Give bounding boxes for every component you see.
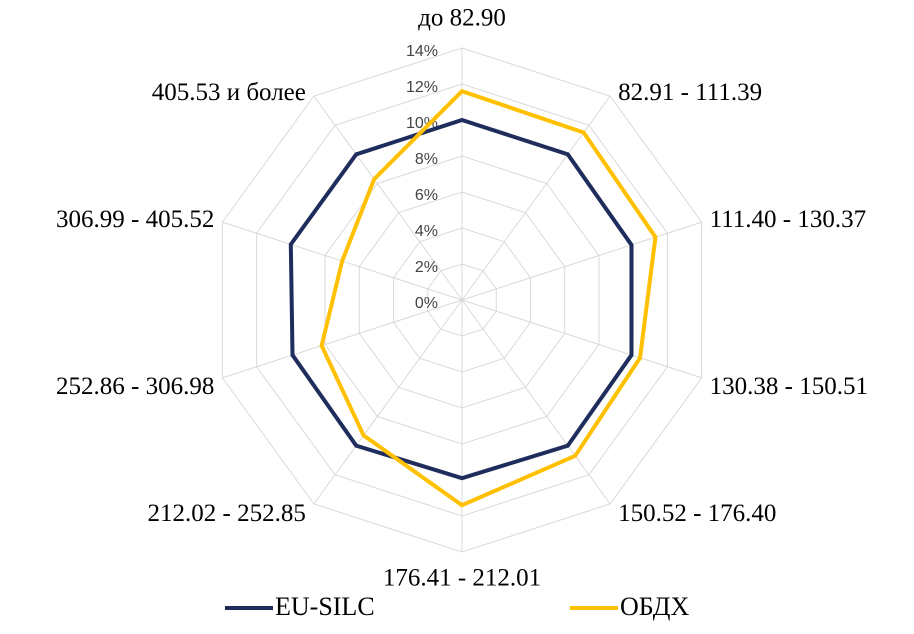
tick-label: 2% [415,259,438,276]
legend-label: ОБДХ [620,592,689,621]
tick-label: 10% [406,115,438,132]
spoke [461,299,611,505]
tick-label: 12% [406,79,438,96]
spoke [461,221,702,301]
tick-label: 6% [415,187,438,204]
legend-label: EU-SILC [275,592,375,621]
spoke [313,299,463,505]
spoke [461,95,611,301]
tick-label: 4% [415,223,438,240]
category-label: до 82.90 [418,5,506,32]
category-label: 111.40 - 130.37 [710,206,866,233]
category-label: 306.99 - 405.52 [56,206,214,233]
category-label: 176.41 - 212.01 [383,565,541,592]
series-line [288,117,634,481]
category-label: 405.53 и более [152,79,306,106]
category-label: 82.91 - 111.39 [618,79,762,106]
spoke [222,299,463,379]
tick-label: 0% [415,295,438,312]
category-label: 150.52 - 176.40 [618,500,776,527]
category-label: 212.02 - 252.85 [148,500,306,527]
spoke [461,299,702,379]
tick-label: 8% [415,151,438,168]
category-label: 130.38 - 150.51 [710,373,868,400]
category-label: 252.86 - 306.98 [56,373,214,400]
series-line [319,88,658,508]
spoke [313,95,463,301]
tick-label: 14% [406,43,438,60]
